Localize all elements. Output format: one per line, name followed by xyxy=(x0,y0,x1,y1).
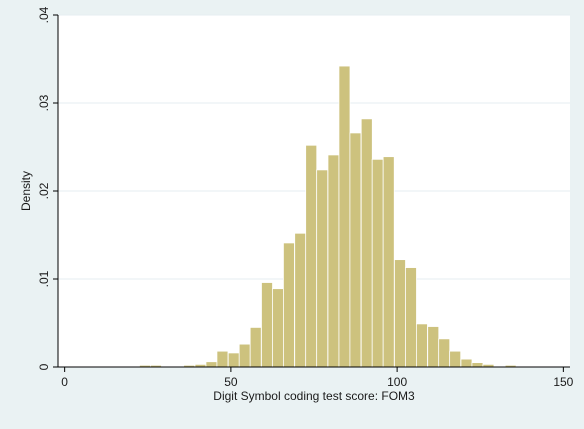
y-tick-label: .03 xyxy=(37,94,51,111)
histogram-bar xyxy=(216,350,229,368)
histogram-bar xyxy=(238,343,251,368)
histogram-bar xyxy=(327,154,340,368)
histogram-bar xyxy=(471,362,484,368)
axes: 0 50 100 150 0 .01 .02 .03 .04 xyxy=(37,6,574,389)
y-axis-title: Density xyxy=(19,171,33,211)
histogram-bar xyxy=(261,282,273,368)
histogram-bar xyxy=(227,352,240,368)
histogram-bar xyxy=(249,326,262,368)
x-tick-label: 150 xyxy=(553,375,573,389)
histogram-bar xyxy=(415,323,428,368)
histogram-bar xyxy=(338,65,351,368)
histogram-bar xyxy=(349,132,362,368)
histogram-bar xyxy=(316,169,329,368)
y-tick-label: .01 xyxy=(37,270,51,287)
histogram-bar xyxy=(205,361,218,368)
histogram-bars xyxy=(139,65,528,368)
y-tick-label: 0 xyxy=(37,363,51,370)
x-tick-label: 50 xyxy=(224,375,238,389)
histogram-bar xyxy=(449,350,462,368)
histogram-bar xyxy=(394,259,406,368)
histogram-bar xyxy=(438,338,451,368)
histogram-bar xyxy=(305,144,318,368)
x-axis-title: Digit Symbol coding test score: FOM3 xyxy=(213,389,415,403)
histogram-bar xyxy=(460,358,473,368)
histogram-bar xyxy=(427,326,440,368)
histogram-bar xyxy=(405,267,417,368)
histogram-bar xyxy=(371,158,384,368)
x-tick-label: 0 xyxy=(61,375,68,389)
y-tick-label: .02 xyxy=(37,182,51,199)
histogram-bar xyxy=(283,242,295,368)
x-tick-label: 100 xyxy=(387,375,407,389)
histogram-bar xyxy=(360,118,373,368)
histogram-bar xyxy=(272,288,284,368)
histogram-bar xyxy=(382,156,395,368)
y-tick-label: .04 xyxy=(37,6,51,23)
histogram-bar xyxy=(294,232,307,368)
